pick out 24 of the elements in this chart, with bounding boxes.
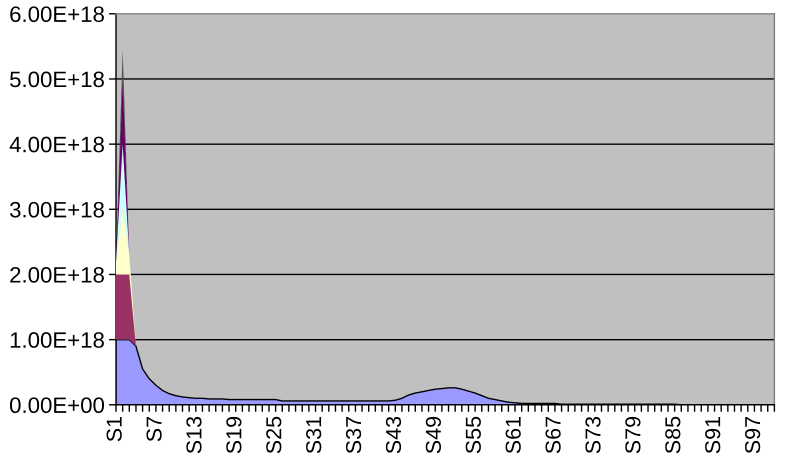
x-tick-label: S19 xyxy=(226,416,242,454)
x-tick-label: S43 xyxy=(386,416,402,454)
x-tick-label: S55 xyxy=(466,416,481,454)
x-tick-label: S7 xyxy=(146,416,162,442)
x-tick-label: S1 xyxy=(106,416,122,442)
x-tick-label: S13 xyxy=(186,416,202,454)
x-tick-label: S85 xyxy=(665,416,680,454)
x-tick-label: S73 xyxy=(585,416,601,454)
y-tick-label: 2.00E+18 xyxy=(10,267,104,283)
x-tick-label: S37 xyxy=(346,416,362,454)
x-tick-label: S25 xyxy=(266,416,282,454)
y-tick-label: 3.00E+18 xyxy=(10,202,104,218)
x-tick-label: S91 xyxy=(705,416,720,454)
y-tick-label: 1.00E+18 xyxy=(10,332,104,348)
x-tick-label: S67 xyxy=(545,416,561,454)
y-tick-label: 6.00E+18 xyxy=(10,6,104,22)
x-tick-label: S97 xyxy=(744,416,760,454)
y-tick-label: 4.00E+18 xyxy=(10,136,104,152)
y-tick-label: 0.00E+00 xyxy=(10,397,104,414)
y-tick-label: 5.00E+18 xyxy=(10,72,104,88)
x-tick-label: S49 xyxy=(426,416,442,454)
x-tick-label: S61 xyxy=(506,416,521,454)
x-tick-label: S31 xyxy=(306,416,322,454)
x-tick-label: S79 xyxy=(625,416,641,454)
